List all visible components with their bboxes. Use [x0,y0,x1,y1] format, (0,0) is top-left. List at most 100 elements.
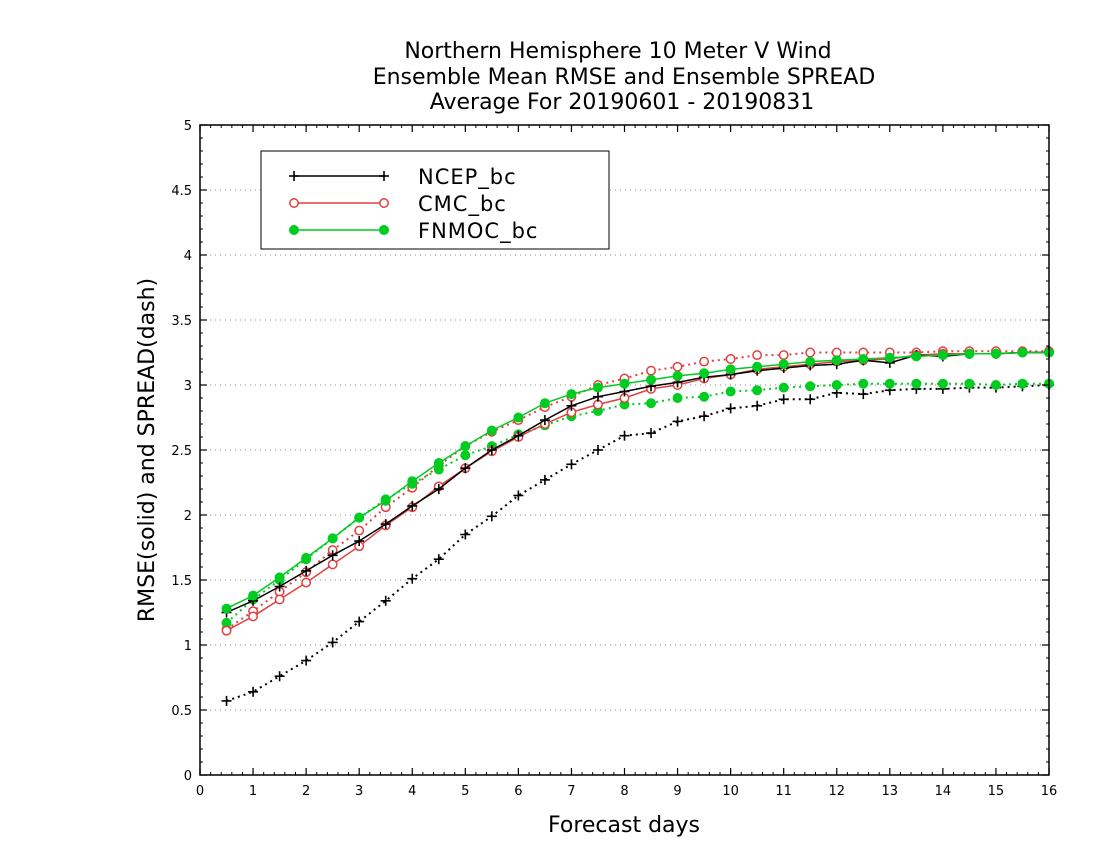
y-tick-label: 0.5 [171,704,192,719]
data-point [274,594,285,605]
data-point [699,356,710,367]
data-point [221,695,232,706]
y-tick-label: 4.5 [171,184,192,199]
x-tick-label: 0 [196,784,204,799]
legend-marker [379,225,389,235]
data-point [486,425,497,436]
data-point [539,398,550,409]
data-point [778,359,789,370]
data-point [858,389,869,400]
axis-ticks [199,124,1050,776]
data-point [460,529,471,540]
data-point [911,351,922,362]
data-point [354,525,365,536]
data-point [778,394,789,405]
data-point [301,552,312,563]
gridlines [200,189,1049,711]
data-point [911,378,922,389]
y-tick-label: 0 [184,769,192,784]
x-tick-label: 14 [935,784,952,799]
data-point [248,686,259,697]
data-point [778,350,789,361]
data-point [460,450,471,461]
data-point [407,500,418,511]
data-point [221,625,232,636]
series-CMC_bc-rmse [221,347,1054,636]
data-point [513,430,524,441]
data-point [990,380,1001,390]
legend-item-NCEP_bc: NCEP_bc [289,165,516,190]
data-point [752,385,763,396]
x-tick-label: 1 [249,784,257,799]
data-point [460,441,471,452]
y-tick-label: 2.5 [171,444,192,459]
data-point [380,595,391,606]
title-line-1: Northern Hemisphere 10 Meter V Wind [404,39,831,64]
data-point [407,476,418,487]
series-FNMOC_bc-rmse [221,347,1054,614]
data-point [672,370,683,381]
data-point [884,378,895,389]
data-point [327,559,338,570]
y-tick-label: 2 [184,509,192,524]
x-tick-label: 12 [828,784,845,799]
y-tick-label: 1 [184,639,192,654]
data-point [566,400,577,411]
data-point [964,378,975,389]
data-point [646,374,657,385]
data-point [752,400,763,411]
legend-item-FNMOC_bc: FNMOC_bc [289,219,537,244]
data-point [274,671,285,682]
x-tick-label: 16 [1041,784,1058,799]
data-point [354,512,365,523]
data-point [539,415,550,426]
data-point [274,581,285,592]
data-point [433,554,444,565]
data-point [433,484,444,494]
data-point [937,350,948,361]
data-point [274,572,285,583]
series-NCEP_bc-spread [221,380,1054,706]
data-point [619,430,630,441]
data-point [646,398,657,409]
data-point [221,603,232,614]
x-tick-label: 7 [567,784,575,799]
data-point [301,565,312,576]
data-point [460,463,471,474]
data-point [672,361,683,372]
data-point [1017,378,1028,389]
series-line [226,351,1049,632]
data-point [486,511,497,522]
data-point [672,416,683,427]
data-point [513,412,524,423]
data-point [990,348,1001,359]
axis-tick-labels: 00.511.522.533.544.550 1 2 3 4 5 6 7 8 9 10 11 12 13 1… [171,119,1057,799]
data-point [592,445,603,455]
y-tick-label: 3.5 [171,314,192,329]
data-point [592,391,603,402]
data-point [884,352,895,363]
legend-marker [379,171,389,181]
data-point [805,381,816,392]
data-point [566,389,577,400]
series-line [226,384,1050,702]
x-tick-label: 6 [514,784,522,799]
data-point [646,428,657,439]
chart-title: Northern Hemisphere 10 Meter V Wind Ense… [373,39,876,115]
legend-item-CMC_bc: CMC_bc [289,192,506,217]
legend-marker [289,198,299,208]
data-point [354,616,365,627]
series-line [226,351,1049,610]
data-point [805,394,816,405]
x-axis-title: Forecast days [548,813,700,838]
data-point [725,386,736,397]
y-tick-label: 5 [184,119,192,134]
data-point [805,347,816,358]
series-NCEP_bc-rmse [221,347,1054,618]
data-point [327,550,338,561]
x-tick-label: 2 [302,784,310,799]
data-point [699,391,710,402]
series-layer [221,346,1054,706]
legend-marker [289,225,299,235]
